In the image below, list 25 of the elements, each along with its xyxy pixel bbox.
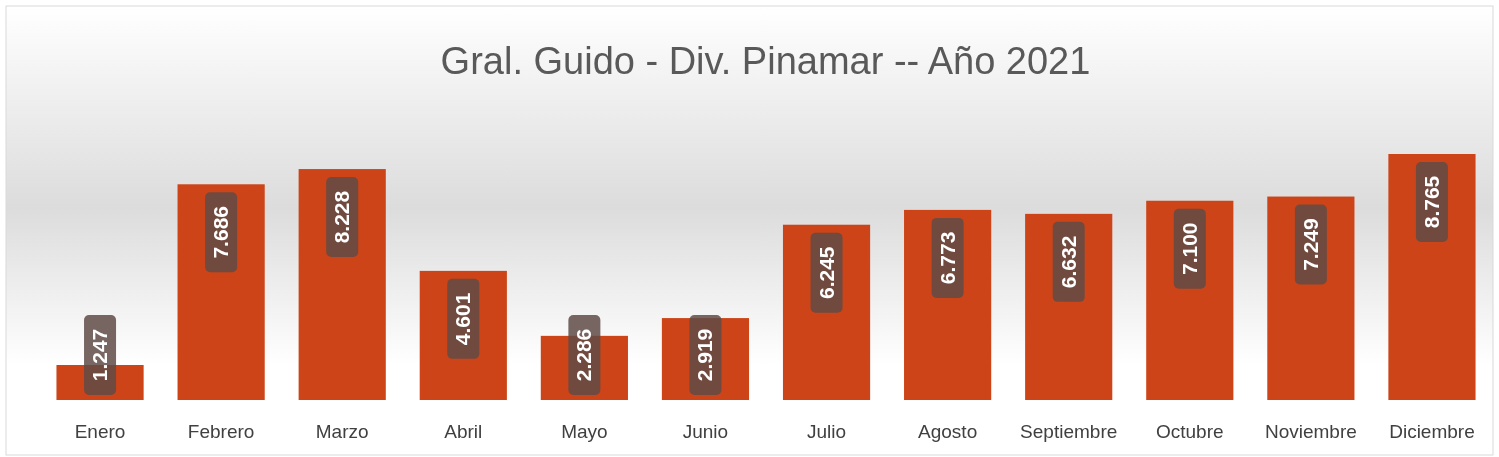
x-tick-label: Febrero: [187, 421, 255, 442]
data-label: 8.228: [330, 190, 354, 244]
data-label: 8.765: [1419, 175, 1443, 229]
x-tick-label: Mayo: [561, 421, 608, 442]
data-label: 2.919: [693, 328, 717, 382]
data-label: 6.632: [1056, 235, 1080, 289]
x-tick-label: Octubre: [1155, 421, 1224, 442]
x-tick-label: Septiembre: [1020, 421, 1118, 442]
x-tick-label: Julio: [807, 421, 847, 442]
data-label: 4.601: [451, 292, 475, 346]
x-tick-label: Noviembre: [1264, 421, 1357, 442]
data-label: 7.249: [1298, 218, 1322, 271]
x-tick-label: Marzo: [315, 421, 369, 442]
data-label: 6.245: [814, 246, 838, 300]
x-tick-label: Diciembre: [1389, 421, 1475, 442]
x-tick-label: Abril: [444, 421, 483, 442]
x-tick-label: Enero: [74, 421, 126, 442]
x-tick-label: Agosto: [918, 421, 978, 442]
chart-title: Gral. Guido - Div. Pinamar -- Año 2021: [440, 40, 1091, 82]
data-label: 7.686: [209, 206, 233, 259]
data-label: 6.773: [935, 231, 959, 285]
x-tick-label: Junio: [682, 421, 729, 442]
data-label: 7.100: [1177, 222, 1201, 276]
data-label: 1.247: [88, 328, 112, 382]
data-label: 2.286: [572, 328, 596, 382]
